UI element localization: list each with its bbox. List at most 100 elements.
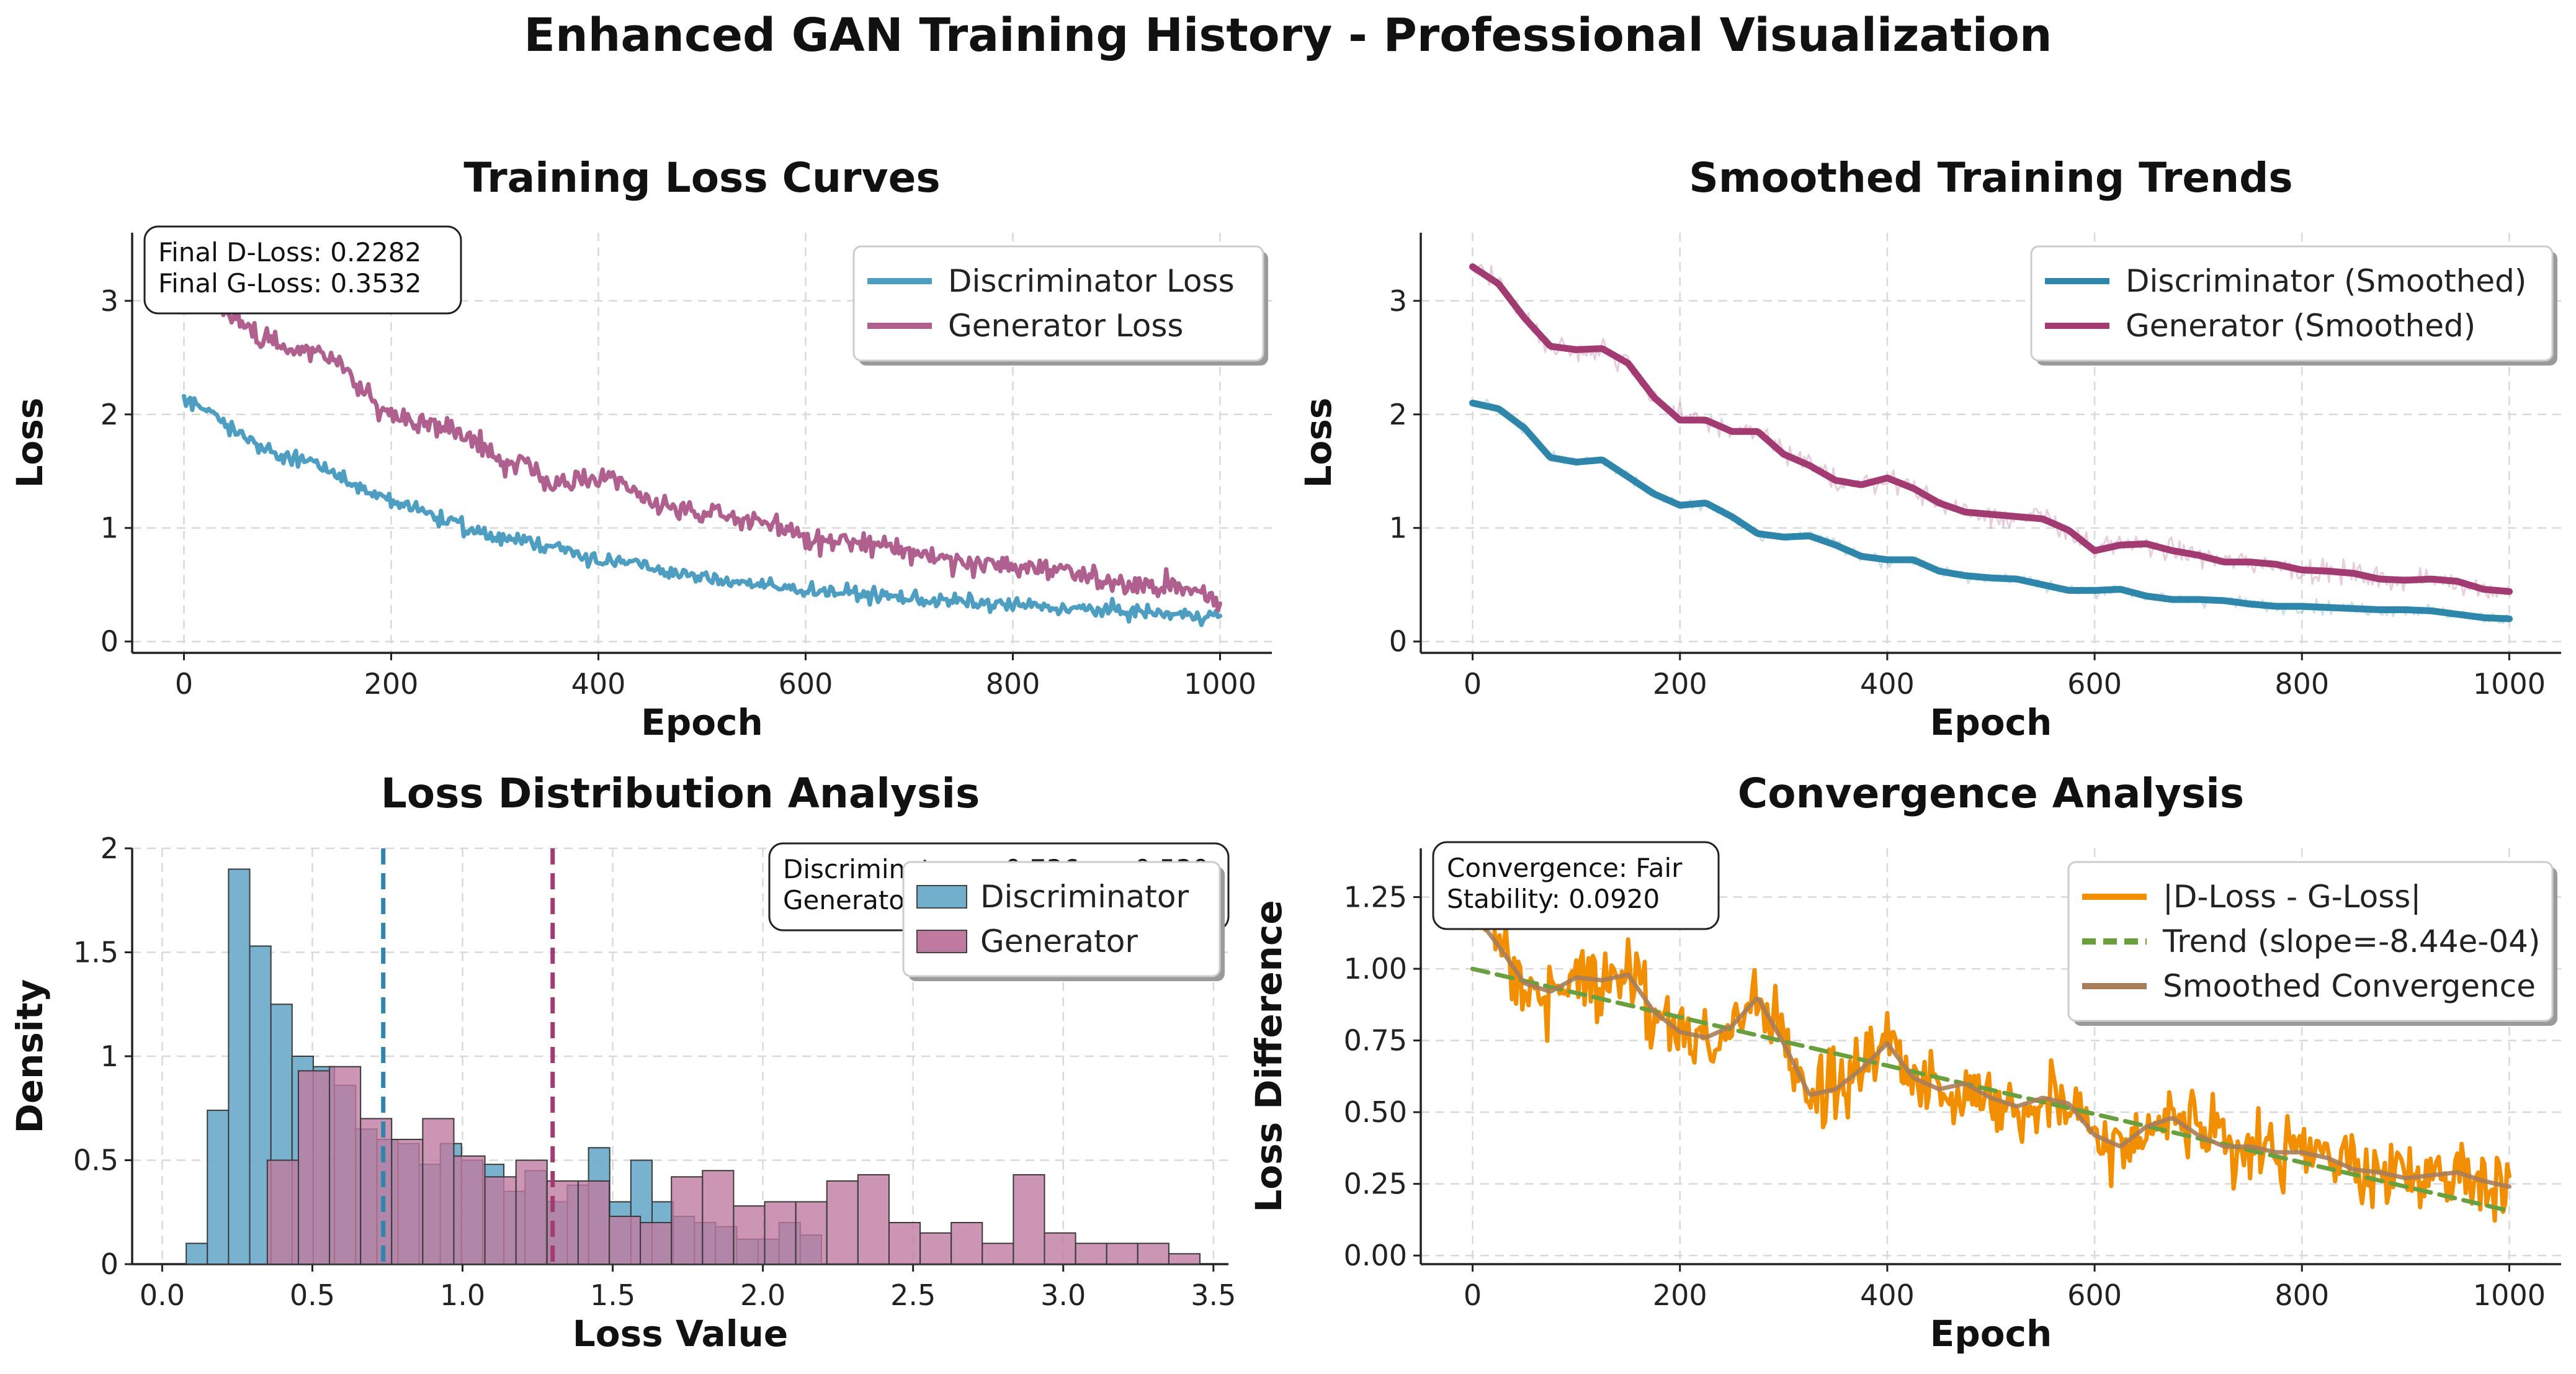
y-tick-label: 0.50 bbox=[1344, 1095, 1407, 1129]
panel-title: Training Loss Curves bbox=[463, 154, 940, 202]
x-tick-label: 400 bbox=[1860, 667, 1915, 701]
panel-title: Convergence Analysis bbox=[1738, 770, 2244, 817]
x-tick-label: 800 bbox=[2274, 667, 2329, 701]
generator-histogram-bar bbox=[391, 1139, 424, 1265]
y-tick-label: 1.25 bbox=[1344, 881, 1407, 914]
legend-box bbox=[902, 861, 1221, 977]
legend-label: Generator Loss bbox=[948, 308, 1183, 344]
annotation-line: Final G-Loss: 0.3532 bbox=[158, 268, 421, 299]
legend-box bbox=[2030, 245, 2554, 362]
generator-histogram-bar bbox=[795, 1201, 828, 1265]
generator-histogram-bar bbox=[1013, 1174, 1045, 1265]
generator-histogram-bar bbox=[577, 1180, 610, 1265]
discriminator-histogram-bar bbox=[207, 1110, 230, 1265]
annotation-box bbox=[143, 225, 462, 315]
generator-histogram-bar bbox=[1106, 1242, 1138, 1265]
x-axis-label: Epoch bbox=[641, 701, 763, 743]
panel-smoothed-trends: 0 200 400 600 800 1000 0 1 2 3 Smoothed Training T… bbox=[1297, 154, 2561, 743]
x-tick-label: 200 bbox=[1653, 1278, 1707, 1312]
y-axis-label: Loss Difference bbox=[1248, 900, 1290, 1212]
x-tick-label: 800 bbox=[986, 667, 1040, 701]
legend: Discriminator Loss Generator Loss bbox=[852, 245, 1268, 366]
legend-swatch bbox=[916, 930, 967, 953]
y-axis-label: Density bbox=[9, 979, 51, 1134]
y-tick-label: 0 bbox=[1389, 625, 1407, 658]
smoothed-convergence-line bbox=[1470, 909, 2511, 1189]
y-tick-label: 3 bbox=[1389, 284, 1407, 318]
x-tick-label: 200 bbox=[1653, 667, 1707, 701]
generator-histogram-bar bbox=[888, 1222, 921, 1265]
y-tick-label: 1 bbox=[101, 511, 119, 545]
legend-label: Smoothed Convergence bbox=[2163, 968, 2536, 1004]
y-tick-label: 1 bbox=[1389, 511, 1407, 545]
x-tick-label: 600 bbox=[2067, 667, 2122, 701]
x-tick-label: 0 bbox=[175, 667, 193, 701]
legend-label: |D-Loss - G-Loss| bbox=[2163, 879, 2421, 915]
loss-difference-line bbox=[1470, 896, 2511, 1223]
generator-histogram-bar bbox=[515, 1159, 548, 1265]
annotation-box bbox=[1432, 841, 1720, 930]
discriminator-histogram-bar bbox=[228, 868, 251, 1265]
y-tick-label: 1.00 bbox=[1344, 952, 1407, 986]
x-tick-label: 400 bbox=[1860, 1278, 1915, 1312]
x-tick-label: 2.0 bbox=[740, 1278, 785, 1312]
discriminator-histogram-bar bbox=[186, 1242, 208, 1265]
x-tick-label: 600 bbox=[779, 667, 833, 701]
x-tick-label: 200 bbox=[364, 667, 419, 701]
discriminator-smoothed-line bbox=[1469, 400, 2513, 622]
panel-loss-distribution: 0.0 0.5 1.0 1.5 2.0 2.5 3.0 3.5 0 0.5 1 1.5 2 Loss Di… bbox=[9, 770, 1236, 1355]
generator-histogram-bar bbox=[950, 1222, 983, 1265]
x-tick-label: 0 bbox=[1464, 1278, 1482, 1312]
x-axis-label: Epoch bbox=[1930, 701, 2052, 743]
y-tick-label: 0.75 bbox=[1344, 1024, 1407, 1057]
y-axis-label: Loss bbox=[9, 398, 51, 488]
annotation-line: Final D-Loss: 0.2282 bbox=[158, 237, 421, 267]
panel-title: Smoothed Training Trends bbox=[1689, 154, 2292, 202]
generator-histogram-bar bbox=[1075, 1242, 1107, 1265]
x-tick-label: 3.5 bbox=[1191, 1278, 1236, 1312]
discriminator-loss-line bbox=[182, 393, 1222, 627]
generator-loss-line bbox=[182, 260, 1222, 613]
x-tick-label: 0 bbox=[1464, 667, 1482, 701]
legend: Discriminator Generator bbox=[902, 861, 1225, 981]
generator-histogram-bar bbox=[329, 1066, 362, 1265]
x-axis-label: Loss Value bbox=[573, 1313, 788, 1355]
generator-histogram-bar bbox=[826, 1180, 859, 1265]
x-tick-label: 400 bbox=[571, 667, 626, 701]
panel-title: Loss Distribution Analysis bbox=[381, 770, 980, 817]
y-tick-label: 2 bbox=[1389, 398, 1407, 431]
generator-histogram-bar bbox=[764, 1201, 797, 1265]
generator-smoothed-line bbox=[1469, 263, 2513, 595]
y-axis-label: Loss bbox=[1297, 398, 1339, 488]
y-tick-label: 0.00 bbox=[1344, 1239, 1407, 1272]
legend-label: Discriminator bbox=[980, 879, 1189, 915]
legend-label: Discriminator (Smoothed) bbox=[2126, 263, 2526, 299]
annotation-line: Convergence: Fair bbox=[1447, 853, 1683, 883]
legend: Discriminator (Smoothed) Generator (Smoot… bbox=[2030, 245, 2557, 366]
annotation-line: Stability: 0.0920 bbox=[1447, 884, 1660, 914]
trend-line bbox=[1470, 966, 2511, 1213]
legend-box bbox=[2067, 861, 2554, 1022]
generator-histogram-bar bbox=[1168, 1253, 1201, 1265]
x-axis-label: Epoch bbox=[1930, 1313, 2052, 1355]
generator-histogram-bar bbox=[609, 1215, 642, 1265]
legend-box bbox=[852, 245, 1264, 362]
generator-histogram-bar bbox=[453, 1155, 486, 1265]
x-tick-label: 1000 bbox=[2473, 1278, 2546, 1312]
y-tick-label: 2 bbox=[101, 398, 119, 431]
x-tick-label: 1.5 bbox=[590, 1278, 635, 1312]
legend-label: Generator (Smoothed) bbox=[2126, 308, 2475, 344]
generator-histogram-bar bbox=[422, 1118, 455, 1265]
y-tick-label: 0.25 bbox=[1344, 1167, 1407, 1201]
generator-histogram-bar bbox=[733, 1205, 766, 1265]
figure-title: Enhanced GAN Training History - Professi… bbox=[524, 9, 2052, 62]
generator-histogram-bar bbox=[266, 1159, 299, 1265]
x-tick-label: 2.5 bbox=[890, 1278, 936, 1312]
generator-histogram-bar bbox=[982, 1242, 1014, 1265]
x-tick-label: 1.0 bbox=[440, 1278, 485, 1312]
y-tick-label: 0 bbox=[101, 625, 119, 658]
panel-convergence: 0 200 400 600 800 1000 0.00 0.25 0.50 0.75 1.00 1.2… bbox=[1248, 770, 2561, 1355]
x-tick-label: 3.0 bbox=[1040, 1278, 1086, 1312]
generator-histogram-bar bbox=[857, 1174, 890, 1265]
